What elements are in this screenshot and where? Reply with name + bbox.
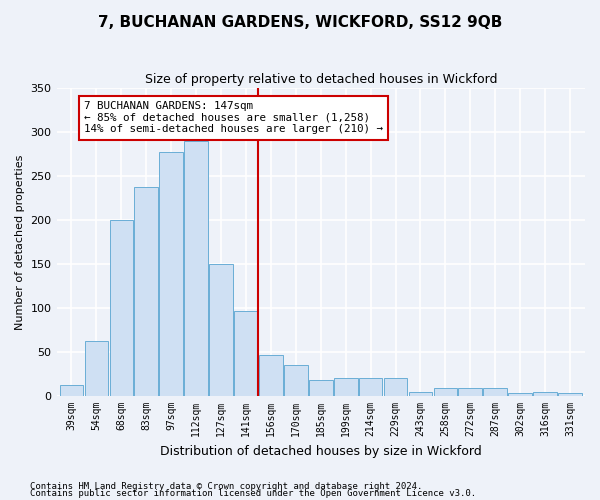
Bar bbox=[458, 388, 482, 396]
Bar bbox=[484, 388, 507, 396]
Bar bbox=[434, 388, 457, 396]
X-axis label: Distribution of detached houses by size in Wickford: Distribution of detached houses by size … bbox=[160, 444, 482, 458]
Text: Contains public sector information licensed under the Open Government Licence v3: Contains public sector information licen… bbox=[30, 489, 476, 498]
Text: 7 BUCHANAN GARDENS: 147sqm
← 85% of detached houses are smaller (1,258)
14% of s: 7 BUCHANAN GARDENS: 147sqm ← 85% of deta… bbox=[84, 102, 383, 134]
Text: 7, BUCHANAN GARDENS, WICKFORD, SS12 9QB: 7, BUCHANAN GARDENS, WICKFORD, SS12 9QB bbox=[98, 15, 502, 30]
Y-axis label: Number of detached properties: Number of detached properties bbox=[15, 154, 25, 330]
Bar bbox=[234, 310, 258, 396]
Bar bbox=[334, 378, 358, 396]
Text: Contains HM Land Registry data © Crown copyright and database right 2024.: Contains HM Land Registry data © Crown c… bbox=[30, 482, 422, 491]
Bar bbox=[85, 340, 108, 396]
Bar bbox=[59, 384, 83, 396]
Bar bbox=[209, 264, 233, 396]
Bar bbox=[409, 392, 433, 396]
Bar bbox=[533, 392, 557, 396]
Title: Size of property relative to detached houses in Wickford: Size of property relative to detached ho… bbox=[145, 72, 497, 86]
Bar bbox=[259, 354, 283, 396]
Bar bbox=[134, 188, 158, 396]
Bar bbox=[384, 378, 407, 396]
Bar bbox=[558, 394, 582, 396]
Bar bbox=[359, 378, 382, 396]
Bar bbox=[284, 366, 308, 396]
Bar bbox=[508, 392, 532, 396]
Bar bbox=[160, 152, 183, 396]
Bar bbox=[184, 141, 208, 396]
Bar bbox=[110, 220, 133, 396]
Bar bbox=[309, 380, 332, 396]
